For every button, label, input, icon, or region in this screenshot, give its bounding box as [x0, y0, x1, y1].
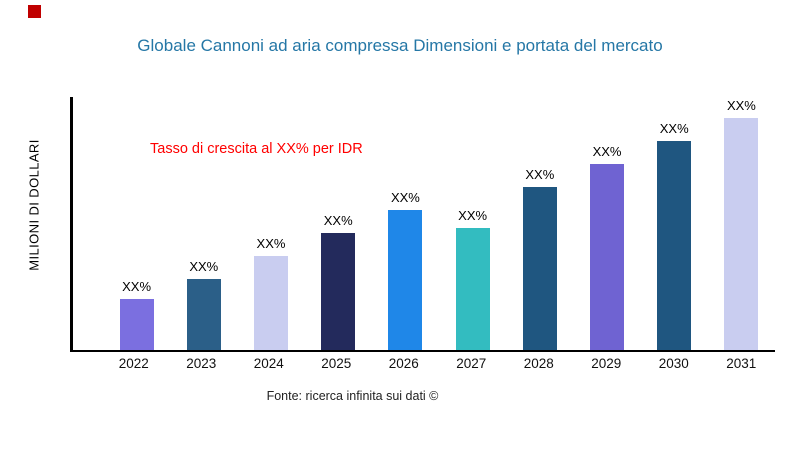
- bar-group-2026: XX%: [372, 190, 439, 350]
- x-tick-2030: 2030: [658, 356, 689, 371]
- x-tick-2027: 2027: [456, 356, 487, 371]
- bar-2024: [254, 256, 288, 350]
- bar-2022: [119, 299, 154, 350]
- growth-rate-annotation: Tasso di crescita al XX% per IDR: [150, 141, 363, 157]
- bar-group-2025: XX%: [305, 213, 372, 350]
- bar-value-label: XX%: [525, 167, 555, 182]
- x-tick-2028: 2028: [523, 356, 554, 371]
- bar-2030: [657, 141, 692, 350]
- x-tick-2024: 2024: [253, 356, 284, 371]
- x-tick-2022: 2022: [118, 356, 149, 371]
- bar-2027: [455, 228, 490, 350]
- bar-group-2027: XX%: [439, 208, 506, 350]
- bar-group-2031: XX%: [708, 98, 775, 350]
- source-note: Fonte: ricerca infinita sui dati ©: [266, 389, 439, 403]
- bar-value-label: XX%: [122, 279, 152, 294]
- x-tick-2029: 2029: [591, 356, 622, 371]
- bar-value-label: XX%: [592, 144, 622, 159]
- brand-accent-square: [28, 5, 41, 18]
- bar-group-2030: XX%: [641, 121, 708, 350]
- bar-2028: [522, 187, 557, 350]
- chart-title: Globale Cannoni ad aria compressa Dimens…: [137, 36, 663, 55]
- bar-value-label: XX%: [256, 236, 286, 251]
- bar-2026: [388, 210, 423, 350]
- x-tick-2025: 2025: [321, 356, 352, 371]
- x-tick-labels: 2022 2023 2024 2025 2026 2027 2028 2029 2030 2031: [70, 356, 775, 371]
- bar-group-2023: XX%: [170, 259, 237, 350]
- bar-value-label: XX%: [458, 208, 488, 223]
- bar-group-2029: XX%: [573, 144, 640, 350]
- bar-value-label: XX%: [726, 98, 756, 113]
- bar-value-label: XX%: [189, 259, 219, 274]
- bar-group-2022: XX%: [103, 279, 170, 350]
- y-axis-title: MILIONI DI DOLLARI: [26, 139, 42, 271]
- bar-2029: [590, 164, 625, 350]
- bar-2031: [724, 118, 759, 350]
- bar-2023: [186, 279, 221, 350]
- x-tick-2023: 2023: [186, 356, 217, 371]
- bar-value-label: XX%: [390, 190, 420, 205]
- bar-group-2028: XX%: [506, 167, 573, 350]
- x-tick-2031: 2031: [726, 356, 757, 371]
- plot-area: XX% XX% XX% XX% XX% XX% XX% XX% XX% XX%: [70, 97, 775, 352]
- bar-2025: [321, 233, 356, 350]
- bar-value-label: XX%: [659, 121, 689, 136]
- bar-group-2024: XX%: [237, 236, 304, 350]
- bar-value-label: XX%: [323, 213, 353, 228]
- bars-row: XX% XX% XX% XX% XX% XX% XX% XX% XX% XX%: [73, 97, 775, 350]
- x-tick-2026: 2026: [388, 356, 419, 371]
